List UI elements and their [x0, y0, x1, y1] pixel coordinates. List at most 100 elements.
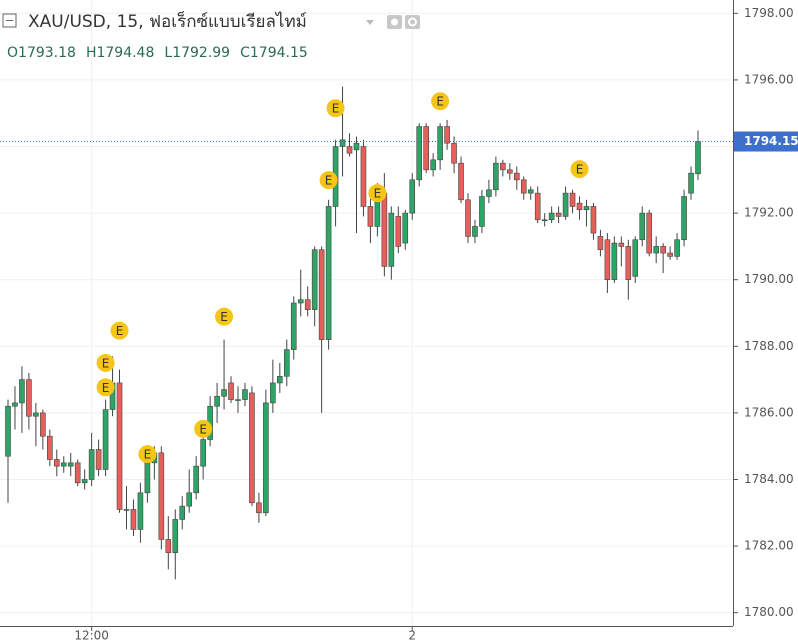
candle-body: [60, 462, 67, 467]
settings-icon-gear: [408, 17, 417, 27]
candle-body: [270, 382, 276, 404]
candle-body: [277, 375, 283, 384]
candle-body: [214, 395, 220, 407]
event-label: E: [436, 95, 444, 109]
candle-body: [283, 349, 290, 377]
candle-body: [576, 202, 583, 211]
candle-body: [430, 159, 436, 171]
candle-body: [88, 449, 95, 480]
candle-body: [500, 162, 506, 171]
candle-body: [458, 162, 464, 201]
candle-body: [520, 179, 527, 194]
ohlc-label: L: [164, 45, 172, 61]
candle-body: [144, 462, 151, 494]
event-label: E: [220, 310, 228, 324]
x-tick-label: 2: [408, 629, 416, 642]
candle-body: [235, 399, 241, 401]
chart-title: XAU/USD, 15, ฟอเร็กซ์แบบเรียลไทม์: [28, 10, 307, 32]
ohlc-value: 1794.48: [96, 45, 154, 61]
event-marker: [110, 321, 129, 340]
candle-body: [311, 249, 318, 310]
event-marker: [431, 92, 450, 111]
candle-body: [493, 162, 499, 191]
event-label: E: [325, 174, 333, 188]
candle-body: [33, 412, 39, 417]
settings-icon[interactable]: [405, 15, 420, 29]
candle-body: [158, 452, 165, 540]
y-tick-label: 1796.00: [744, 72, 794, 86]
event-marker: [215, 307, 234, 326]
candle-body: [346, 146, 353, 154]
candle-body: [437, 126, 443, 161]
candle-body: [40, 412, 46, 437]
candle-body: [562, 192, 569, 217]
candle-body: [611, 242, 618, 281]
candle-body: [541, 219, 548, 222]
candle-body: [353, 142, 360, 151]
candle-body: [102, 409, 109, 470]
candle-body: [639, 212, 646, 241]
candle-body: [249, 392, 255, 504]
candle-body: [26, 379, 32, 417]
candle-body: [388, 212, 395, 267]
candle-body: [395, 216, 402, 247]
y-tick-label: 1792.00: [744, 206, 794, 220]
event-marker: [138, 445, 157, 464]
candle-body: [674, 239, 680, 257]
y-tick-label: 1786.00: [744, 405, 794, 419]
grid: [0, 0, 733, 626]
collapse-icon[interactable]: [2, 13, 17, 28]
y-tick-label: 1788.00: [744, 339, 794, 353]
candle-body: [186, 492, 193, 507]
y-tick-label: 1798.00: [744, 6, 794, 20]
event-label: E: [374, 187, 382, 201]
candle-body: [193, 465, 199, 494]
last-price-box: [734, 131, 798, 152]
candle-body: [67, 462, 74, 467]
candle-body: [409, 179, 416, 214]
ohlc-label: H: [86, 45, 97, 61]
candle-body: [569, 192, 576, 207]
candle-body: [116, 382, 123, 510]
ohlc-label: C: [240, 45, 250, 61]
candle-body: [325, 206, 332, 340]
ohlc-label: O: [7, 45, 18, 61]
candle-body: [444, 126, 450, 144]
ohlc-legend: O1793.18 H1794.48 L1792.99 C1794.15: [7, 45, 308, 61]
candle-body: [402, 212, 409, 244]
candle-body: [604, 239, 611, 281]
candle-body: [465, 199, 471, 237]
candle-body: [681, 196, 687, 241]
eye-icon-pupil: [391, 18, 398, 26]
candle-body: [19, 379, 25, 404]
candle-body: [95, 449, 102, 470]
candle-body: [451, 142, 457, 164]
candle-body: [534, 192, 541, 221]
candle-body: [527, 189, 534, 194]
x-tick-label: 12:00: [74, 629, 109, 642]
candle-body: [583, 206, 590, 211]
candle-body: [290, 302, 297, 350]
candle-body: [667, 252, 673, 257]
candle-body: [304, 299, 311, 310]
candle-body: [53, 459, 60, 467]
y-tick-label: 1782.00: [744, 539, 794, 553]
event-marker: [368, 184, 387, 203]
event-marker: [96, 378, 115, 397]
ohlc-value: 1793.18: [18, 45, 76, 61]
candle-body: [695, 141, 701, 175]
candle-body: [339, 139, 346, 147]
candle-body: [179, 505, 186, 520]
candle-body: [165, 539, 172, 554]
candle-body: [263, 402, 269, 514]
dropdown-arrow[interactable]: [366, 20, 374, 25]
candle-body: [507, 169, 513, 174]
event-label: E: [116, 324, 124, 338]
candle-body: [688, 172, 694, 194]
candle-body: [130, 509, 137, 530]
candle-body: [74, 462, 81, 484]
event-label: E: [576, 163, 584, 177]
candle-body: [625, 246, 632, 281]
candle-body: [172, 519, 179, 554]
